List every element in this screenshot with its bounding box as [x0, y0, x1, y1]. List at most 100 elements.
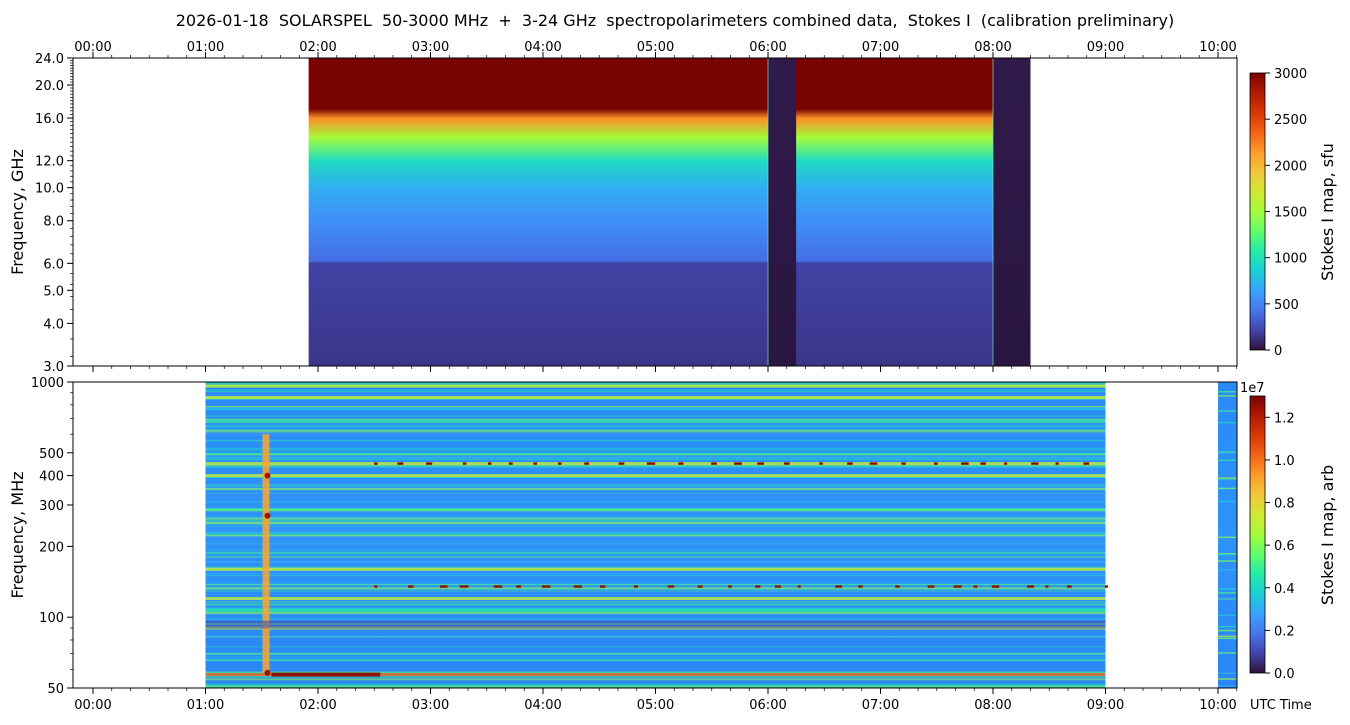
- mhz-interference-dot: [755, 585, 761, 588]
- mhz-texture-line: [205, 423, 1106, 425]
- colorbar-tick-label: 1000: [1274, 252, 1307, 267]
- mhz-texture-line: [205, 484, 1106, 487]
- mhz-texture-line: [205, 685, 1106, 687]
- mhz-interference-dot: [797, 585, 801, 588]
- mhz-strip-texture: [1218, 487, 1237, 490]
- colorbar-tick-label: 2000: [1274, 159, 1307, 174]
- mhz-strip-texture: [1218, 629, 1237, 632]
- time-tick-label: 05:00: [637, 698, 674, 713]
- mhz-strip-texture: [1218, 421, 1237, 424]
- mhz-texture-line: [205, 409, 1106, 411]
- ghz-tick-label: 16.0: [35, 112, 64, 127]
- mhz-texture-line: [205, 425, 1106, 428]
- mhz-interference-dot: [1027, 585, 1035, 588]
- ghz-spectrogram-panel: 3.0 4.0 5.0 6.0 8.0 10.0 12.0 16.0 20.0 24.0 00:0…: [8, 40, 1238, 375]
- mhz-interference-dot: [697, 585, 703, 588]
- mhz-interference-dot: [835, 585, 843, 588]
- mhz-strip-texture: [1218, 652, 1237, 654]
- colorbar-sfu-label: Stokes I map, sfu: [1318, 143, 1337, 281]
- time-tick-label: 08:00: [974, 698, 1011, 713]
- mhz-texture-line: [205, 672, 1106, 674]
- mhz-strip-texture: [1218, 553, 1237, 556]
- mhz-texture-line: [205, 464, 1106, 467]
- mhz-texture-line: [205, 566, 1106, 569]
- mhz-texture-line: [205, 551, 1106, 554]
- mhz-texture-line: [205, 419, 1106, 422]
- mhz-texture-line: [205, 433, 1106, 436]
- mhz-interference-dot: [711, 462, 717, 465]
- ghz-tick-label: 5.0: [43, 284, 64, 299]
- mhz-texture-line: [205, 389, 1106, 391]
- mhz-interference-dot: [633, 585, 638, 588]
- mhz-strip-texture: [1218, 635, 1237, 638]
- mhz-dark-band: [205, 620, 1106, 629]
- colorbar-tick-label: 3000: [1274, 67, 1307, 82]
- mhz-texture-line: [205, 683, 1106, 685]
- mhz-texture-line: [205, 508, 1106, 510]
- mhz-strip-texture: [1218, 552, 1237, 555]
- mhz-interference-dot: [734, 462, 742, 465]
- mhz-texture-line: [205, 439, 1106, 442]
- mhz-interference-dot: [516, 585, 522, 588]
- mhz-interference-dot: [757, 462, 764, 465]
- mhz-texture-line: [205, 450, 1106, 452]
- mhz-texture-line: [205, 476, 1106, 478]
- time-tick-label: 08:00: [974, 40, 1011, 55]
- mhz-interference-dot: [934, 462, 938, 465]
- mhz-strip-texture: [1218, 637, 1237, 640]
- colorbar-tick-label: 0.6: [1274, 539, 1295, 554]
- mhz-texture-line: [205, 458, 1106, 461]
- mhz-interference-dot: [980, 462, 986, 465]
- mhz-burst-hotspot: [264, 512, 271, 519]
- mhz-strip-texture: [1218, 500, 1237, 503]
- mhz-texture-line: [205, 603, 1106, 606]
- mhz-texture-line: [205, 453, 1106, 455]
- mhz-texture-line: [205, 488, 1106, 491]
- mhz-tick-label: 200: [39, 540, 64, 555]
- time-tick-label: 01:00: [187, 40, 224, 55]
- ghz-gap-block: [768, 58, 797, 366]
- mhz-interference-dot: [618, 462, 625, 465]
- mhz-interference-dot: [533, 462, 538, 465]
- mhz-texture-line: [205, 581, 1106, 583]
- mhz-interference-dot: [584, 462, 590, 465]
- time-tick-label: 07:00: [862, 698, 899, 713]
- mhz-texture-line: [205, 583, 1106, 585]
- time-tick-label: 01:00: [187, 698, 224, 713]
- colorbar-sfu: 0 500 1000 1500 2000 2500 3000 Stokes I map, s…: [1249, 67, 1337, 359]
- mhz-texture-line: [205, 590, 1106, 592]
- mhz-interference-dot: [847, 462, 853, 465]
- mhz-strip-texture: [1218, 395, 1237, 397]
- mhz-bright-band: [205, 395, 1106, 399]
- mhz-interference-dot: [374, 585, 378, 588]
- mhz-interference-dot: [459, 585, 469, 588]
- mhz-strip-texture: [1218, 390, 1237, 393]
- ghz-tick-label: 3.0: [43, 360, 64, 375]
- mhz-strip-texture: [1218, 477, 1237, 479]
- mhz-texture-line: [205, 522, 1106, 525]
- ghz-bottom-ticks: [92, 366, 1238, 372]
- mhz-texture-line: [205, 657, 1106, 659]
- mhz-interference-dot: [407, 585, 414, 588]
- mhz-interference-dot: [973, 585, 978, 588]
- colorbar-tick-label: 0.4: [1274, 582, 1295, 597]
- mhz-texture-line: [205, 430, 1106, 433]
- mhz-texture-line: [205, 483, 1106, 485]
- mhz-bright-band: [205, 474, 1106, 478]
- mhz-texture-line: [205, 609, 1106, 612]
- ghz-axis-label: Frequency, GHz: [8, 149, 27, 275]
- mhz-interference-dot: [397, 462, 404, 465]
- time-tick-label: 09:00: [1087, 698, 1124, 713]
- time-tick-label: 06:00: [749, 40, 786, 55]
- time-tick-label: 05:00: [637, 40, 674, 55]
- mhz-texture-line: [205, 532, 1106, 535]
- mhz-tick-label: 100: [39, 611, 64, 626]
- mhz-interference-dot: [462, 462, 467, 465]
- ghz-tick-label: 20.0: [35, 79, 64, 94]
- colorbar-arb: 0.0 0.2 0.4 0.6 0.8 1.0 1.2 1e7 Stokes I map, …: [1240, 381, 1337, 682]
- mhz-interference-dot: [374, 462, 378, 465]
- mhz-tick-label: 50: [47, 682, 64, 697]
- mhz-texture-line: [205, 549, 1106, 551]
- mhz-texture-line: [205, 534, 1106, 537]
